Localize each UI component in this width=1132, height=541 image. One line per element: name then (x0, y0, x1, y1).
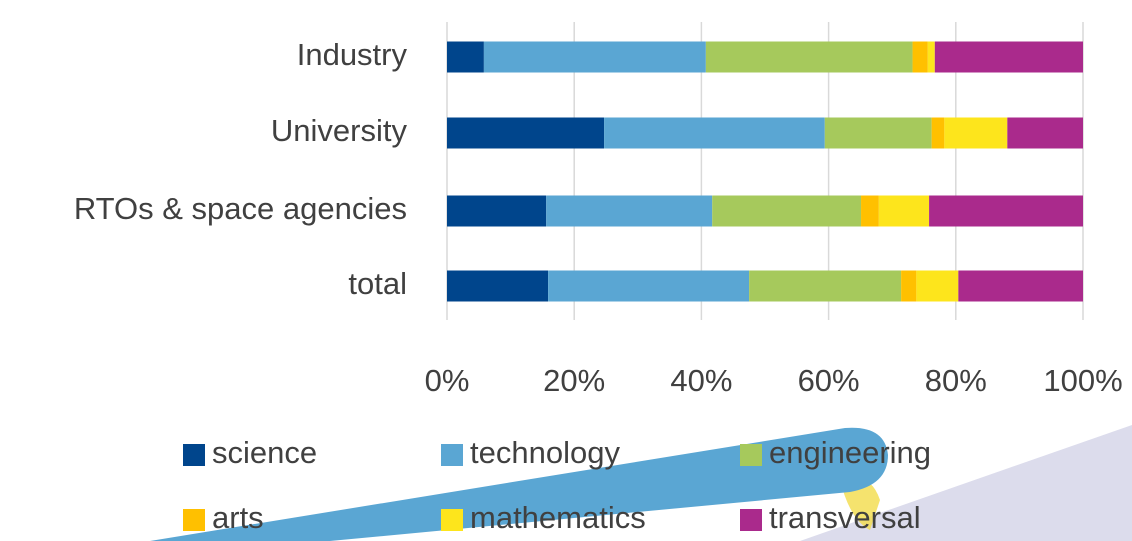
bar-segment (749, 270, 902, 302)
legend-swatch (740, 444, 762, 466)
bar-segment (927, 41, 935, 73)
legend-label: mathematics (470, 500, 646, 535)
y-tick-label: total (348, 266, 407, 301)
bar-segment (916, 270, 959, 302)
x-tick-label: 100% (1043, 363, 1122, 398)
decoration (150, 425, 1132, 541)
bar-segment (912, 41, 928, 73)
bar-segment (712, 195, 862, 227)
y-tick-label: University (271, 113, 408, 148)
x-tick-label: 20% (543, 363, 605, 398)
bar-segment (1007, 117, 1083, 149)
bar-segment (604, 117, 825, 149)
bar-segment (548, 270, 750, 302)
legend-label: transversal (769, 500, 921, 535)
legend-swatch (183, 444, 205, 466)
bar-segment (861, 195, 879, 227)
bar-segment (931, 117, 945, 149)
legend-label: engineering (769, 435, 931, 470)
bar-segment (705, 41, 913, 73)
bar-segment (878, 195, 930, 227)
legend-swatch (441, 444, 463, 466)
x-tick-label: 80% (925, 363, 987, 398)
bar-segment (447, 270, 549, 302)
bar-segment (824, 117, 932, 149)
x-tick-label: 0% (425, 363, 470, 398)
bar-segment (447, 195, 547, 227)
y-tick-label: Industry (297, 37, 408, 72)
bar-segment (447, 117, 605, 149)
bar-segment (934, 41, 1083, 73)
bar-segment (901, 270, 917, 302)
y-tick-label: RTOs & space agencies (74, 191, 407, 226)
legend-swatch (441, 509, 463, 531)
legend-label: technology (470, 435, 620, 470)
bar-segment (944, 117, 1008, 149)
bar-segment (546, 195, 713, 227)
blue-swoosh (150, 427, 888, 541)
legend-swatch (740, 509, 762, 531)
bar-segment (958, 270, 1083, 302)
lavender-shape (800, 425, 1132, 541)
x-tick-label: 40% (670, 363, 732, 398)
bar-segment (447, 41, 484, 73)
bar-segment (929, 195, 1083, 227)
legend-swatch (183, 509, 205, 531)
legend-label: science (212, 435, 317, 470)
x-tick-label: 60% (798, 363, 860, 398)
legend-label: arts (212, 500, 264, 535)
bar-segment (483, 41, 706, 73)
